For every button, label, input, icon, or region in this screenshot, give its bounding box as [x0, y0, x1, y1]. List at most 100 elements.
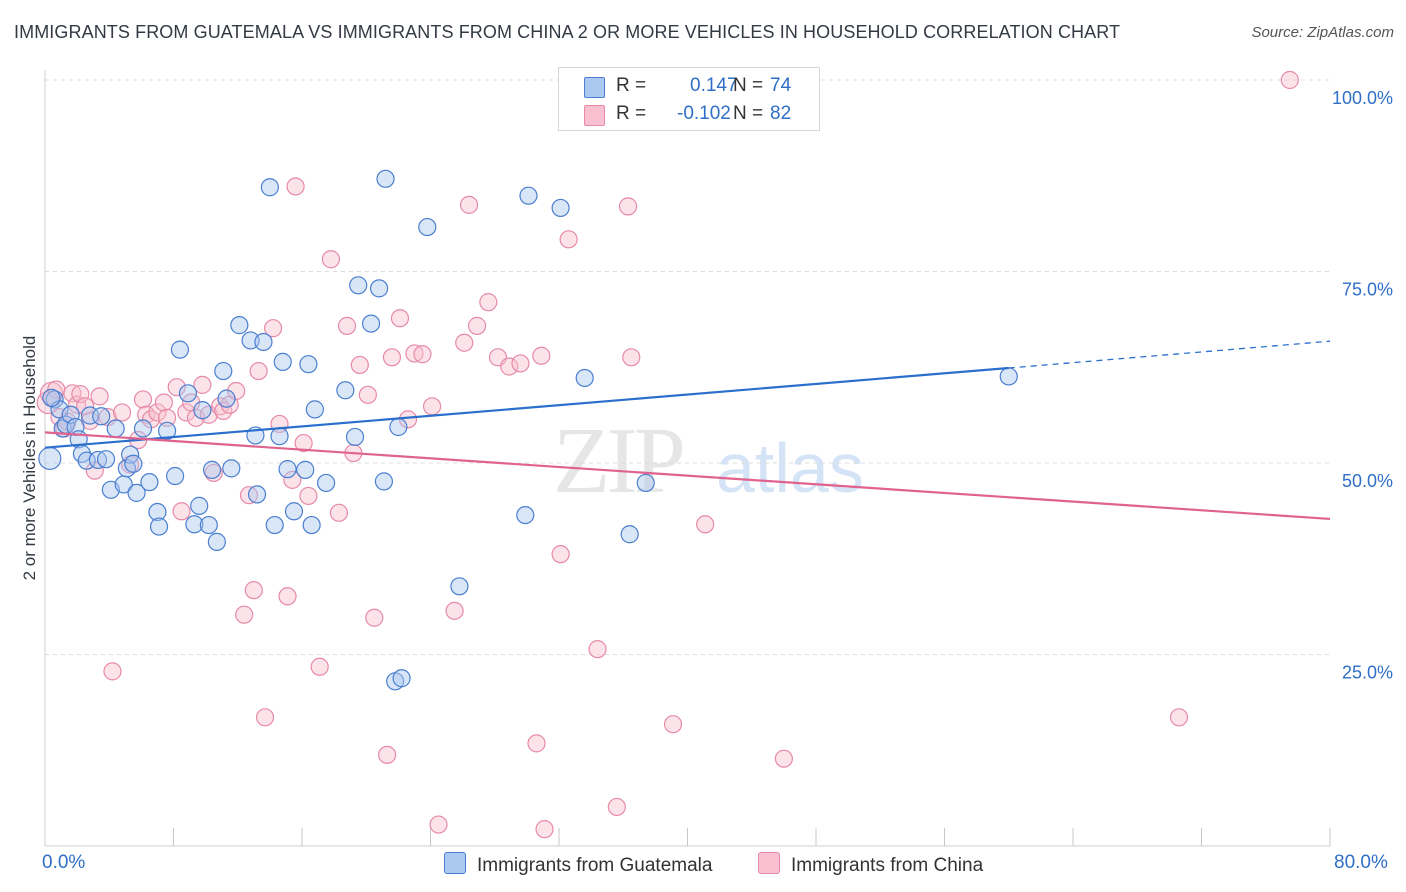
guatemala-point [273, 352, 292, 371]
guatemala-point [519, 186, 538, 205]
china-point [622, 348, 641, 367]
china-point [227, 381, 246, 401]
guatemala-point [106, 419, 125, 438]
china-point [294, 433, 313, 453]
china-point [310, 657, 329, 676]
guatemala-point [260, 178, 279, 197]
china-point [329, 503, 349, 522]
guatemala-point [370, 279, 389, 298]
correlation-legend: R = 0.147 N = 74 R = -0.102 N = 82 [558, 67, 820, 131]
guatemala-point [389, 417, 408, 437]
china-point [479, 293, 498, 312]
bottom-legend-china: Immigrants from China [758, 852, 983, 877]
china-point [167, 378, 186, 397]
guatemala-point [302, 515, 321, 535]
china-point [663, 715, 683, 734]
china-point [532, 346, 551, 365]
china-point [249, 361, 268, 381]
china-point [154, 393, 173, 412]
china-point [204, 463, 223, 483]
china-point [157, 408, 177, 427]
guatemala-point [207, 532, 226, 551]
china-point [76, 397, 95, 416]
guatemala-point [217, 389, 236, 408]
guatemala-point [299, 355, 318, 374]
legend-r-value: -0.102 [677, 103, 731, 124]
china-point [321, 250, 341, 269]
legend-n-value: 74 [770, 75, 792, 96]
guatemala-point [551, 198, 570, 218]
guatemala-point [178, 384, 198, 403]
china-point [500, 357, 519, 376]
china-point [774, 749, 793, 768]
watermark-zip: ZIP [553, 409, 683, 513]
y-tick-label: 50.0% [1342, 471, 1393, 491]
china-point [382, 348, 402, 367]
china-point [588, 640, 607, 659]
guatemala-point [166, 466, 185, 486]
guatemala-point [124, 454, 143, 473]
guatemala-point [284, 502, 304, 521]
china-point [1169, 708, 1189, 727]
china-point [551, 545, 570, 564]
guatemala-point [418, 217, 437, 237]
china-swatch [758, 852, 780, 874]
watermark-atlas: atlas [716, 429, 864, 507]
china-point [263, 319, 283, 338]
guatemala-point [157, 421, 177, 440]
guatemala-point [214, 361, 233, 381]
guatemala-trend-extension [1008, 340, 1331, 369]
y-tick-label: 100.0% [1332, 88, 1393, 108]
china-point [696, 515, 715, 534]
china-point [358, 385, 377, 404]
china-point [112, 403, 132, 422]
guatemala-point [620, 525, 639, 544]
guatemala-point [999, 367, 1018, 386]
china-point [193, 375, 212, 394]
guatemala-point [296, 460, 315, 479]
legend-r-value: 0.147 [690, 75, 738, 96]
guatemala-point [265, 515, 284, 535]
guatemala-point [199, 515, 218, 535]
guatemala-point [230, 316, 249, 335]
china-point [445, 601, 464, 620]
legend-r-label: R = [616, 103, 647, 124]
guatemala-point [336, 381, 355, 400]
china-point [459, 195, 479, 214]
guatemala-point [148, 502, 167, 522]
china-point [365, 608, 384, 627]
bottom-legend-guatemala: Immigrants from Guatemala [444, 852, 712, 877]
china-point [103, 662, 122, 681]
y-tick-labels: 25.0% 50.0% 75.0% 100.0% [1332, 88, 1393, 683]
china-point [429, 815, 448, 834]
china-point [378, 745, 397, 764]
y-tick-label: 75.0% [1342, 280, 1393, 300]
china-point [255, 708, 275, 727]
guatemala-point [42, 388, 61, 407]
guatemala-point [345, 427, 365, 447]
chart-title: IMMIGRANTS FROM GUATEMALA VS IMMIGRANTS … [14, 22, 1121, 42]
legend-n-value: 82 [770, 103, 792, 124]
guatemala-point [96, 450, 116, 469]
china-point [423, 397, 442, 416]
guatemala-point [278, 460, 297, 479]
china-point [1280, 70, 1299, 90]
china-point [535, 820, 554, 839]
guatemala-point [392, 669, 411, 688]
x-ticks [173, 828, 1331, 846]
guatemala-point [92, 407, 111, 426]
guatemala-point [305, 400, 324, 419]
x-tick-label-min: 0.0% [42, 852, 86, 873]
source-label: Source: ZipAtlas.com [1251, 24, 1394, 41]
guatemala-point [316, 473, 336, 493]
china-point [337, 316, 357, 335]
axes [44, 70, 1330, 847]
guatemala-point [516, 505, 535, 525]
guatemala-point [190, 496, 209, 515]
china-point [133, 390, 153, 409]
china-point [455, 333, 474, 352]
guatemala-point [133, 419, 153, 438]
china-point [177, 403, 196, 422]
guatemala-point [127, 483, 146, 502]
